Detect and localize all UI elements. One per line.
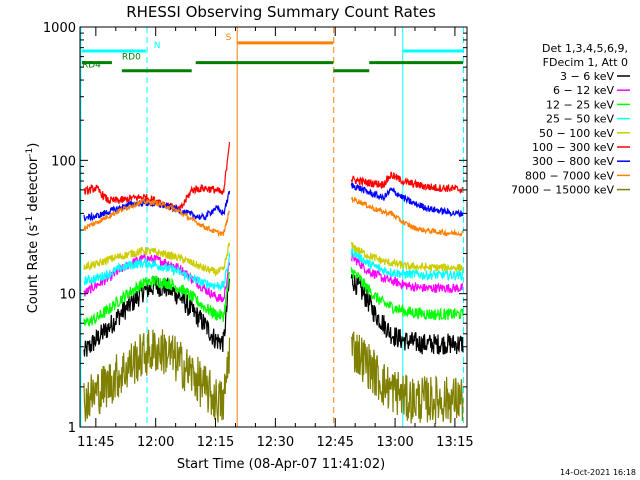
x-tick-label: 13:15 [436,435,473,450]
legend-label: 100 − 300 keV [532,141,614,154]
series-line-8 [83,329,464,424]
series-lines [83,142,464,424]
legend-label: 300 − 800 keV [532,155,614,168]
x-tick-label: 11:45 [77,435,114,450]
legend-label: 12 − 25 keV [546,98,614,111]
legend-label: 6 − 12 keV [553,84,614,97]
series-line-4 [83,242,464,277]
y-tick-label: 1000 [43,21,76,36]
series-line-7 [83,196,464,238]
y-tick-label: 100 [51,154,76,169]
x-tick-label: 13:00 [376,435,413,450]
legend-label: 3 − 6 keV [560,70,614,83]
state-label-rd0: RD0 [122,53,141,63]
plot-frame [79,26,468,428]
observing-state-bars: N S RD0 RD4 [81,33,464,73]
legend-header-1: Det 1,3,4,5,6,9, [542,42,628,55]
legend-label: 7000 − 15000 keV [511,184,614,197]
legend-label: 50 − 100 keV [539,127,614,140]
x-axis: 11:45 12:00 12:15 12:30 12:45 13:00 13:15 [77,27,474,450]
legend-label: 25 − 50 keV [546,113,614,126]
event-marker-lines [80,27,464,427]
y-tick-label: 10 [59,288,76,303]
series-line-3 [83,247,464,292]
y-tick-label: 1 [68,421,76,436]
x-tick-label: 12:45 [316,435,353,450]
chart-title: RHESSI Observing Summary Count Rates [126,3,436,21]
series-line-2 [83,267,464,327]
legend-label: 800 − 7000 keV [525,169,614,182]
state-label-n: N [154,41,161,51]
x-tick-label: 12:15 [197,435,234,450]
y-axis-label: Count Rate (s-1 detector-1) [25,143,41,314]
legend-header-2: FDecim 1, Att 0 [543,56,628,69]
state-label-s: S [226,33,232,43]
legend: Det 1,3,4,5,6,9, FDecim 1, Att 0 3 − 6 k… [511,42,630,197]
x-axis-label: Start Time (08-Apr-07 11:41:02) [177,457,385,472]
series-line-5 [83,142,464,213]
x-tick-label: 12:00 [137,435,174,450]
timestamp: 14-Oct-2021 16:18 [560,468,636,477]
y-axis: 1 10 100 1000 [43,21,467,436]
state-label-rd4: RD4 [82,61,101,71]
series-line-0 [83,273,464,357]
x-tick-label: 12:30 [257,435,294,450]
